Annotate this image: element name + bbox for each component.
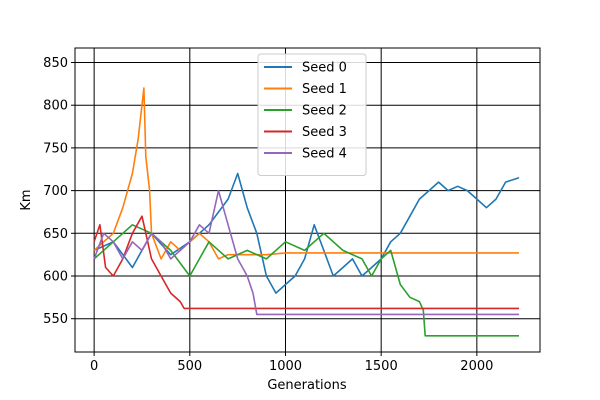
x-tick-label: 0 xyxy=(90,359,98,374)
y-tick-label: 750 xyxy=(43,141,68,156)
y-tick-label: 550 xyxy=(43,312,68,327)
legend-box xyxy=(257,53,367,176)
x-tick-label: 500 xyxy=(177,359,202,374)
y-tick-label: 800 xyxy=(43,99,68,114)
legend-entry-label: Seed 3 xyxy=(302,125,347,140)
legend: Seed 0 Seed 1 Seed 2 Seed 3 Seed 4 xyxy=(257,53,367,176)
legend-entry-label: Seed 0 xyxy=(302,61,347,76)
x-tick-label: 1000 xyxy=(269,359,302,374)
axis-ticks: 0 500 1000 1500 2000 550 600 650 700 750 800 850 xyxy=(43,56,493,374)
series-lines xyxy=(93,87,520,337)
x-tick-label: 1500 xyxy=(365,359,398,374)
legend-entry-label: Seed 2 xyxy=(302,104,347,119)
y-tick-label: 700 xyxy=(43,184,68,199)
legend-entry-label: Seed 4 xyxy=(302,147,347,162)
x-tick-label: 2000 xyxy=(460,359,493,374)
series-line-seed-3 xyxy=(93,215,519,310)
x-axis-label: Generations xyxy=(267,378,347,393)
series-line-seed-2 xyxy=(93,224,519,337)
legend-entry-label: Seed 1 xyxy=(302,82,347,97)
y-tick-label: 650 xyxy=(43,227,68,242)
series-line-seed-1 xyxy=(93,87,519,260)
series-line-seed-4 xyxy=(93,189,519,316)
y-tick-label: 850 xyxy=(43,56,68,71)
y-axis-label: Km xyxy=(19,189,34,210)
plot-frame xyxy=(74,47,541,353)
y-tick-label: 600 xyxy=(43,270,68,285)
